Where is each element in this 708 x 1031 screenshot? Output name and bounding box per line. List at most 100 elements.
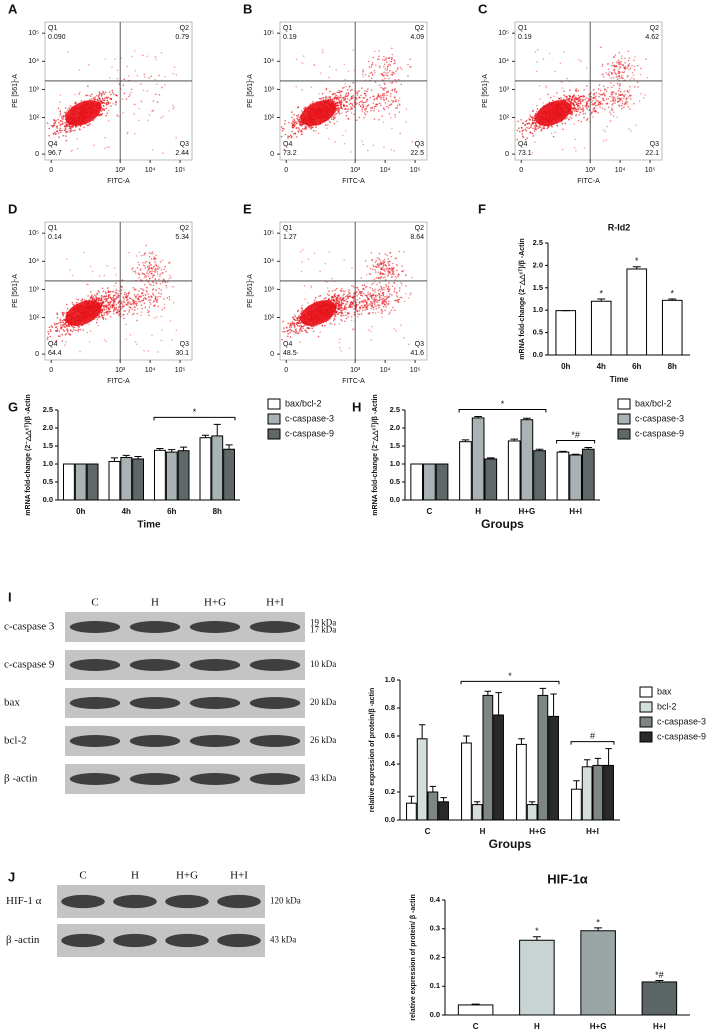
event-dot (400, 68, 403, 71)
event-dot (343, 293, 345, 295)
event-dot (362, 68, 364, 71)
event-dot (290, 111, 293, 113)
event-dot (302, 327, 304, 329)
event-dot (374, 71, 376, 74)
x-tick-label: 10⁵ (175, 367, 186, 374)
event-dot (81, 315, 84, 318)
event-dot (62, 329, 65, 331)
event-dot (607, 106, 610, 108)
event-dot (118, 290, 120, 292)
event-dot (352, 49, 355, 51)
event-dot (555, 113, 558, 116)
event-dot (76, 116, 79, 118)
event-dot (123, 92, 126, 95)
event-dot (565, 110, 568, 113)
event-dot (320, 101, 323, 104)
event-dot (363, 116, 365, 119)
event-dot (577, 119, 580, 122)
event-dot (126, 301, 129, 304)
event-dot (616, 116, 619, 118)
event-dot (582, 108, 585, 111)
event-dot (66, 131, 69, 133)
event-dot (287, 121, 290, 124)
event-dot (544, 124, 546, 126)
event-dot (394, 113, 396, 116)
event-dot (71, 313, 73, 316)
event-dot (593, 102, 596, 105)
event-dot (86, 283, 88, 286)
event-dot (112, 299, 115, 302)
event-dot (88, 300, 91, 302)
event-dot (126, 65, 129, 68)
event-dot (396, 107, 398, 109)
event-dot (144, 296, 146, 299)
event-dot (138, 290, 140, 292)
event-dot (59, 114, 61, 116)
event-dot (393, 149, 395, 152)
y-tick-label: 10⁵ (28, 30, 39, 37)
event-dot (548, 110, 551, 113)
event-dot (60, 321, 63, 324)
event-dot (331, 302, 333, 304)
event-dot (537, 125, 539, 128)
event-dot (84, 107, 86, 110)
event-dot (327, 119, 329, 121)
event-dot (341, 96, 343, 99)
event-dot (366, 111, 369, 113)
event-dot (398, 111, 401, 113)
event-dot (541, 127, 543, 129)
event-dot (70, 315, 72, 318)
event-dot (573, 104, 576, 107)
event-cloud (46, 244, 178, 353)
event-dot (113, 267, 116, 270)
y-tick-label: 0 (270, 151, 274, 158)
event-dot (304, 109, 306, 111)
event-dot (620, 104, 623, 107)
event-dot (65, 333, 67, 335)
event-dot (625, 100, 628, 103)
event-dot (571, 110, 573, 113)
event-dot (303, 313, 306, 315)
event-dot (391, 57, 394, 60)
event-dot (293, 322, 296, 325)
event-dot (361, 284, 364, 287)
event-dot (47, 333, 50, 335)
event-dot (86, 109, 88, 112)
event-dot (152, 252, 154, 255)
event-dot (292, 123, 295, 125)
event-dot (294, 315, 297, 318)
event-dot (549, 115, 552, 118)
event-dot (385, 306, 387, 308)
event-dot (95, 309, 98, 312)
event-dot (548, 124, 550, 126)
event-dot (141, 54, 144, 57)
event-dot (594, 101, 597, 104)
event-dot (385, 72, 387, 74)
event-dot (303, 116, 305, 119)
event-dot (82, 300, 85, 303)
y-tick-label: 10³ (264, 86, 275, 93)
event-dot (75, 106, 78, 109)
event-dot (101, 107, 103, 110)
event-dot (69, 117, 71, 120)
event-dot (540, 128, 543, 131)
event-dot (98, 91, 101, 94)
event-dot (326, 301, 329, 304)
event-dot (114, 300, 116, 302)
event-dot (123, 78, 126, 81)
event-dot (103, 99, 106, 101)
event-dot (120, 307, 123, 310)
event-dot (385, 56, 388, 59)
event-dot (132, 286, 135, 289)
event-dot (154, 257, 156, 260)
event-dot (624, 57, 626, 60)
event-dot (77, 310, 80, 312)
event-dot (322, 317, 324, 319)
event-dot (71, 121, 74, 124)
event-dot (332, 115, 335, 118)
quadrant-name: Q1 (48, 225, 57, 232)
panel-letter: B (243, 1, 252, 16)
event-dot (168, 261, 171, 264)
event-dot (92, 296, 94, 298)
event-dot (322, 109, 324, 111)
